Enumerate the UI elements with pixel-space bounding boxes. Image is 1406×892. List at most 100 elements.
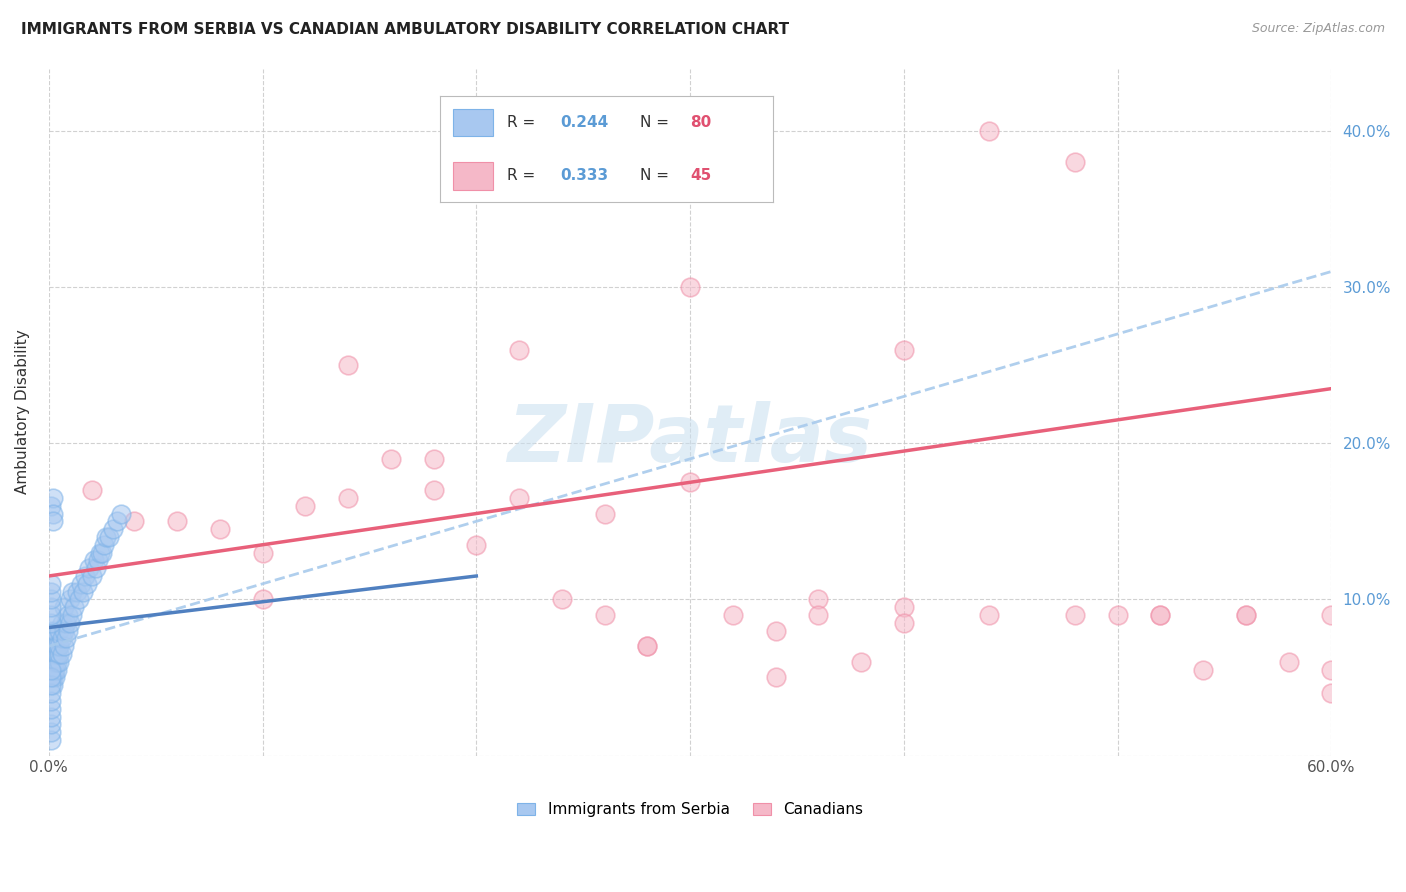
Point [44, 624, 66, 638]
Point [166, 514, 188, 528]
Point [46, 647, 69, 661]
Point [39, 592, 62, 607]
Point [39, 640, 62, 654]
Point [48, 647, 70, 661]
Point [55, 615, 77, 630]
Point [252, 545, 274, 559]
Point [465, 538, 488, 552]
Point [39, 632, 62, 646]
Point [1192, 663, 1215, 677]
Text: IMMIGRANTS FROM SERBIA VS CANADIAN AMBULATORY DISABILITY CORRELATION CHART: IMMIGRANTS FROM SERBIA VS CANADIAN AMBUL… [21, 22, 789, 37]
Point [39, 624, 62, 638]
Point [87, 553, 110, 567]
Point [39, 694, 62, 708]
Point [508, 343, 530, 357]
Point [55, 632, 77, 646]
Point [593, 608, 616, 623]
Point [337, 358, 360, 372]
Point [79, 561, 101, 575]
Point [39, 600, 62, 615]
Point [39, 671, 62, 685]
Point [59, 592, 82, 607]
Point [96, 530, 118, 544]
Point [42, 655, 65, 669]
Point [679, 280, 702, 294]
Point [39, 499, 62, 513]
Point [422, 451, 444, 466]
Text: ZIPatlas: ZIPatlas [508, 401, 873, 478]
Point [51, 632, 73, 646]
Point [208, 522, 231, 536]
Point [42, 632, 65, 646]
Point [52, 624, 75, 638]
Point [84, 561, 107, 575]
Point [48, 624, 70, 638]
Point [1320, 686, 1343, 700]
Point [1278, 655, 1301, 669]
Point [60, 608, 83, 623]
Point [44, 671, 66, 685]
Point [42, 671, 65, 685]
Point [1234, 608, 1257, 623]
Point [56, 608, 79, 623]
Point [893, 615, 915, 630]
Point [1320, 608, 1343, 623]
Point [893, 600, 915, 615]
Point [76, 576, 98, 591]
Point [807, 608, 830, 623]
Point [380, 451, 402, 466]
Point [46, 655, 69, 669]
Point [1149, 608, 1171, 623]
Point [508, 491, 530, 505]
Point [893, 343, 915, 357]
Point [39, 576, 62, 591]
Point [337, 491, 360, 505]
Point [1320, 663, 1343, 677]
Point [105, 514, 128, 528]
Point [122, 514, 145, 528]
Point [80, 483, 103, 497]
Point [422, 483, 444, 497]
Point [39, 663, 62, 677]
Point [39, 702, 62, 716]
Point [42, 647, 65, 661]
Point [44, 640, 66, 654]
Point [46, 640, 69, 654]
Point [69, 576, 91, 591]
Legend: Immigrants from Serbia, Canadians: Immigrants from Serbia, Canadians [510, 797, 869, 823]
Point [1063, 608, 1085, 623]
Point [39, 709, 62, 723]
Point [48, 655, 70, 669]
Point [1234, 608, 1257, 623]
Point [42, 640, 65, 654]
Point [39, 584, 62, 599]
Point [89, 545, 111, 559]
Point [93, 538, 115, 552]
Point [294, 499, 316, 513]
Point [636, 640, 658, 654]
Point [979, 124, 1001, 138]
Point [67, 592, 90, 607]
Point [101, 522, 124, 536]
Point [42, 491, 65, 505]
Point [75, 569, 97, 583]
Text: Source: ZipAtlas.com: Source: ZipAtlas.com [1251, 22, 1385, 36]
Point [110, 507, 132, 521]
Point [765, 671, 787, 685]
Point [252, 592, 274, 607]
Point [42, 678, 65, 692]
Point [39, 608, 62, 623]
Point [551, 592, 574, 607]
Point [1149, 608, 1171, 623]
Point [1107, 608, 1129, 623]
Point [42, 663, 65, 677]
Point [52, 600, 75, 615]
Point [679, 475, 702, 490]
Point [39, 733, 62, 747]
Point [44, 655, 66, 669]
Point [39, 615, 62, 630]
Point [63, 600, 86, 615]
Point [636, 640, 658, 654]
Point [39, 678, 62, 692]
Point [65, 584, 87, 599]
